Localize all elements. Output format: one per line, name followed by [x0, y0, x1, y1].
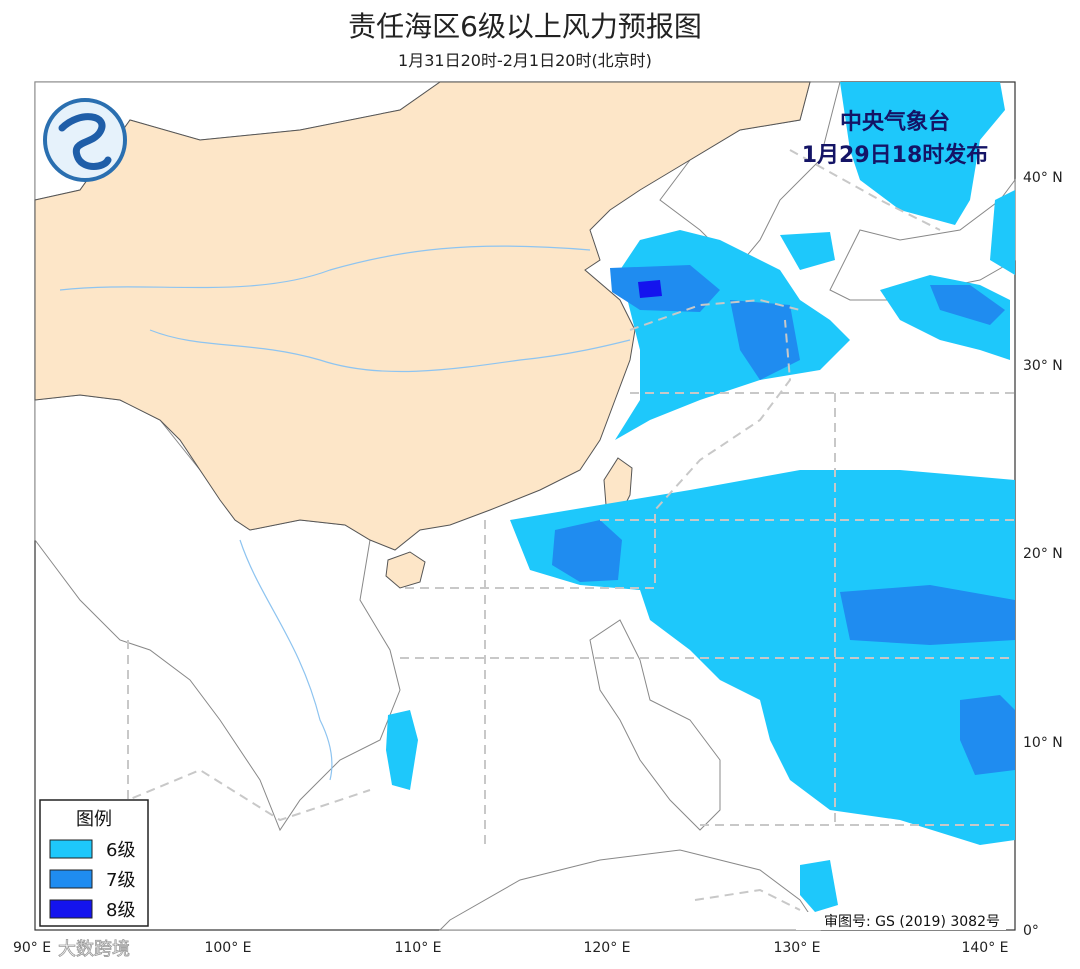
issuer-logo: [43, 98, 127, 182]
issuer-logo-shape: [58, 113, 112, 170]
latitude-label: 0°: [1023, 923, 1039, 939]
river-shape: [59, 245, 591, 291]
latitude-labels: 40° N 30° N 20° N 10° N 0°: [1023, 170, 1063, 939]
longitude-label: 90° E: [13, 940, 51, 956]
subtitle: 1月31日20时-2月1日20时(北京时): [398, 51, 652, 70]
wind-force-6-shape: [386, 710, 418, 790]
wind-force-7-shape: [840, 585, 1015, 645]
sea-area-boundarie-shape: [127, 640, 371, 822]
sea-area-boundarie-shape: [405, 319, 792, 589]
latitude-label: 30° N: [1023, 358, 1063, 374]
legend: 图例 6级 7级 8级: [39, 799, 149, 927]
sea-area-boundarie-shape: [789, 149, 941, 231]
sea-area-boundarie-shape: [629, 298, 801, 331]
wind-force-7-shape: [610, 265, 720, 312]
wind-force-6-shape: [840, 82, 1005, 225]
river-shape: [239, 539, 333, 781]
neighbour-land-shape: [829, 178, 1016, 301]
longitude-label: 130° E: [773, 940, 820, 956]
wind-force-7-shape: [552, 520, 622, 582]
legend-swatch: [49, 869, 93, 889]
longitude-label: 120° E: [583, 940, 630, 956]
neighbour-land-shape: [438, 849, 821, 931]
wind-force-7-shape: [730, 300, 800, 380]
wind-force-7-shape: [960, 695, 1015, 775]
wind-force-6-shape: [780, 232, 835, 270]
legend-swatch: [49, 899, 93, 919]
longitude-label: 100° E: [204, 940, 251, 956]
wind-force-7-shape: [930, 285, 1005, 325]
sea-area-boundarie-shape: [694, 888, 801, 911]
china-mainland: [34, 81, 811, 551]
legend-item: 7级: [106, 870, 135, 891]
longitude-labels: 90° E 100° E 110° E 120° E 130° E 140° E: [13, 940, 1009, 956]
latitude-label: 20° N: [1023, 546, 1063, 562]
issue-time: 1月29日18时发布: [802, 142, 989, 168]
approval-number: 审图号: GS (2019) 3082号: [824, 914, 1000, 930]
longitude-label: 110° E: [394, 940, 441, 956]
sea-area-boundaries: [127, 149, 1015, 911]
longitude-label: 140° E: [961, 940, 1008, 956]
wind-force-6-shape: [800, 860, 838, 912]
latitude-label: 10° N: [1023, 735, 1063, 751]
wind-force-8-shape: [638, 280, 662, 298]
hainan: [385, 551, 426, 589]
approval-backdrop: [796, 912, 1006, 930]
legend-item: 6级: [106, 840, 135, 861]
river-shape: [149, 329, 631, 373]
wind-force-8: [638, 280, 662, 298]
neighbour-land-shape: [589, 619, 721, 831]
watermark: 大数跨境: [58, 939, 130, 960]
latitude-label: 40° N: [1023, 170, 1063, 186]
legend-swatch: [49, 839, 93, 859]
wind-force-6-shape: [990, 190, 1015, 275]
legend-title: 图例: [76, 809, 112, 830]
wind-force-7: [552, 265, 1015, 775]
legend-item: 8级: [106, 900, 135, 921]
issuer-agency: 中央气象台: [840, 109, 950, 135]
rivers: [59, 245, 631, 781]
map-area: [34, 81, 1016, 931]
title: 责任海区6级以上风力预报图: [348, 10, 702, 43]
